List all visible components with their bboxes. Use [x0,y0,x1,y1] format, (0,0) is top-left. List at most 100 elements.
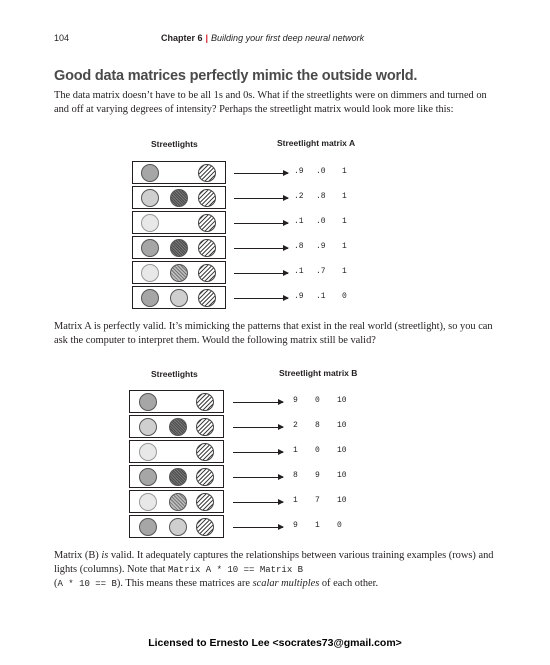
streetlight-lamp-on [139,517,157,536]
matrix-value: 1 [342,216,347,226]
matrix-value: .8 [316,191,326,201]
streetlight-row [132,161,226,184]
arrow-icon [233,523,284,530]
matrix-value: .2 [294,191,304,201]
matrix-value: 0 [337,520,342,530]
matrix-value: 0 [342,291,347,301]
matrix-value: 2 [293,420,298,430]
matrix-value: .8 [294,241,304,251]
section-heading: Good data matrices perfectly mimic the o… [54,68,418,84]
arrow-icon [234,169,289,176]
arrow-icon [234,244,289,251]
p3-emphasis-scalar: scalar multiples [252,578,320,589]
streetlight-lamp-hatch [196,517,214,536]
streetlight-lamp-dark [170,238,188,257]
streetlight-lamp-hatch [196,417,214,436]
streetlight-row [132,236,226,259]
paragraph-2: Matrix A is perfectly valid. It’s mimick… [54,321,493,346]
streetlight-row [132,261,226,284]
figure-a-left-label: Streetlights [151,139,198,149]
streetlight-lamp-grid [169,492,187,511]
chapter-label: Chapter 6 [161,33,203,43]
streetlight-lamp-dark [169,467,187,486]
paragraph-3: Matrix (B) is valid. It adequately captu… [54,549,494,591]
streetlight-lamp-hatch [198,238,216,257]
matrix-value: 1 [342,191,347,201]
matrix-value: 10 [337,495,347,505]
p3-text-1: Matrix (B) [54,550,102,561]
page-number: 104 [54,33,70,43]
streetlight-lamp-mid [169,517,187,536]
streetlight-lamp-mid [139,417,157,436]
arrow-icon [233,423,284,430]
streetlight-lamp-mid [141,188,159,207]
streetlight-row [129,390,224,413]
chapter-title: Building your first deep neural network [211,33,365,43]
streetlight-lamp-dim [139,442,157,461]
streetlight-lamp-dim [139,492,157,511]
matrix-value: 8 [315,420,320,430]
p3-text-4: ). This means these matrices are [116,578,253,589]
streetlight-lamp-on [139,392,157,411]
streetlight-lamp-mid [170,288,188,307]
streetlight-lamp-on [141,163,159,182]
streetlight-lamp-dim [141,213,159,232]
streetlight-lamp-on [141,288,159,307]
streetlight-lamp-dim [141,263,159,282]
matrix-value: 10 [337,420,347,430]
arrow-icon [233,498,284,505]
matrix-value: 1 [293,495,298,505]
matrix-value: 9 [315,470,320,480]
figure-a-right-label: Streetlight matrix A [277,138,356,148]
matrix-value: .1 [316,291,326,301]
matrix-value: .9 [294,166,304,176]
arrow-icon [234,194,289,201]
arrow-icon [233,398,284,405]
paragraph-1: The data matrix doesn’t have to be all 1… [54,90,487,115]
matrix-value: .7 [316,266,326,276]
matrix-value: .1 [294,266,304,276]
matrix-value: .9 [316,241,326,251]
streetlight-lamp-hatch [198,188,216,207]
streetlight-row [129,415,224,438]
streetlight-row [129,490,224,513]
streetlight-row [129,440,224,463]
arrow-icon [234,269,289,276]
figure-b-left-label: Streetlights [151,369,198,379]
streetlight-lamp-hatch [198,163,216,182]
streetlight-row [129,465,224,488]
arrow-icon [233,448,284,455]
matrix-value: 1 [342,241,347,251]
matrix-value: 7 [315,495,320,505]
p3-text-3: ( [54,578,58,589]
streetlight-row [129,515,224,538]
p3-emphasis-is: is [101,550,109,561]
p3-text-5: of each other. [319,578,379,589]
streetlight-lamp-hatch [198,288,216,307]
matrix-value: 1 [315,520,320,530]
streetlight-lamp-hatch [198,213,216,232]
matrix-value: 1 [342,166,347,176]
arrow-icon [234,294,289,301]
matrix-value: 0 [315,395,320,405]
matrix-value: .9 [294,291,304,301]
figure-b-right-label: Streetlight matrix B [279,368,358,378]
arrow-icon [234,219,289,226]
matrix-value: 9 [293,395,298,405]
arrow-icon [233,473,284,480]
streetlight-lamp-hatch [196,442,214,461]
streetlight-lamp-hatch [196,467,214,486]
streetlight-lamp-grid [170,263,188,282]
matrix-value: .0 [316,216,326,226]
streetlight-lamp-dark [169,417,187,436]
streetlight-lamp-on [141,238,159,257]
matrix-value: 10 [337,470,347,480]
matrix-value: 10 [337,445,347,455]
streetlight-row [132,211,226,234]
page-header: 104 Chapter 6 | Building your first deep n… [0,33,550,47]
p3-text-2: valid. It adequately captures the relati… [54,550,494,575]
matrix-value: .1 [294,216,304,226]
matrix-value: 1 [293,445,298,455]
streetlight-lamp-on [139,467,157,486]
matrix-value: 9 [293,520,298,530]
